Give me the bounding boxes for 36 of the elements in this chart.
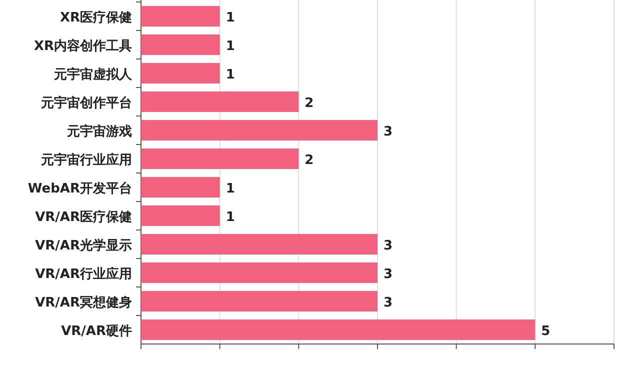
bar	[141, 234, 378, 255]
y-tick-label: 元宇宙游戏	[66, 123, 132, 140]
y-tick-label: 元宇宙行业应用	[40, 152, 132, 168]
bar	[141, 6, 220, 27]
data-label: 2	[304, 152, 314, 168]
data-label: 1	[226, 210, 235, 225]
bar	[141, 262, 378, 284]
y-tick-label: 元宇宙虚拟人	[53, 66, 133, 82]
bar	[141, 319, 536, 340]
bar	[141, 148, 299, 170]
bar	[141, 120, 378, 141]
y-tick-label: VR/AR硬件	[61, 324, 132, 339]
data-label: 5	[541, 324, 550, 339]
bar	[141, 205, 220, 226]
data-label: 3	[384, 238, 393, 254]
bar	[141, 62, 220, 84]
data-label: 1	[226, 38, 235, 54]
y-tick-label: VR/AR光学显示	[35, 238, 132, 254]
data-label: 1	[226, 67, 235, 82]
y-tick-label: VR/AR冥想健身	[35, 294, 132, 310]
bar	[141, 176, 220, 198]
y-tick-label: VR/AR医疗保健	[35, 208, 132, 225]
y-tick-label: XR医疗保健	[60, 9, 132, 26]
bar	[141, 91, 299, 112]
y-tick-label: VR/AR行业应用	[35, 266, 132, 282]
bar	[141, 290, 378, 312]
y-tick-label: XR内容创作工具	[34, 38, 132, 54]
data-label: 3	[384, 266, 393, 282]
data-label: 1	[226, 181, 235, 196]
y-tick-label: 元宇宙创作平台	[40, 94, 132, 111]
data-label: 3	[384, 124, 393, 140]
data-label: 1	[226, 10, 235, 26]
bar	[141, 34, 220, 56]
y-tick-label: WebAR开发平台	[28, 180, 132, 196]
data-label: 2	[304, 96, 314, 111]
data-label: 3	[384, 295, 393, 310]
